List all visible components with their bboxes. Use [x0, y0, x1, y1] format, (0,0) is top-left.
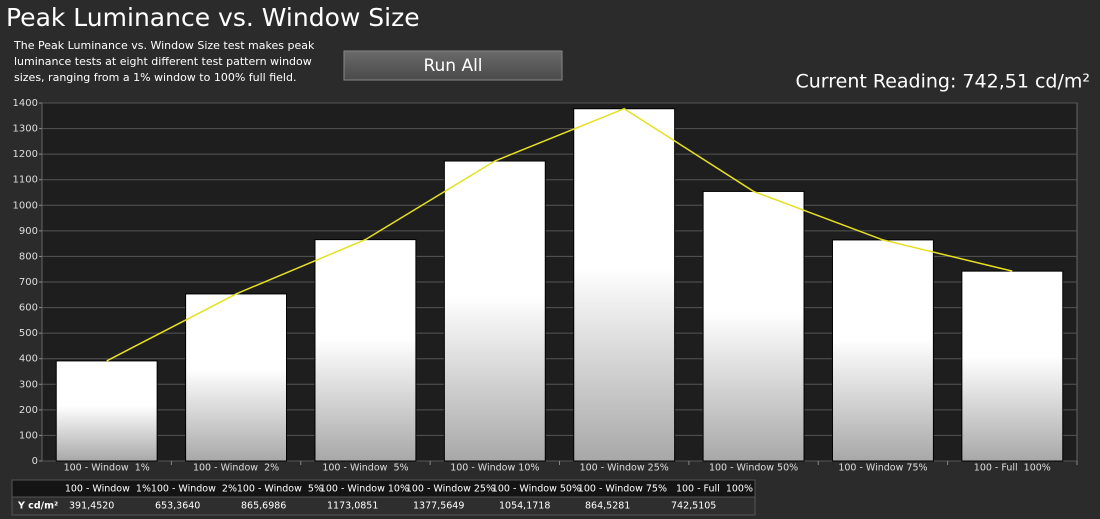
table-value-cell: 865,6986 — [241, 501, 286, 512]
bar — [314, 239, 417, 462]
current-reading: Current Reading: 742,51 cd/m² — [795, 71, 1090, 93]
table-value-cell: 391,4520 — [69, 501, 114, 512]
y-tick-label: 600 — [19, 303, 38, 314]
table-value-cell: 653,3640 — [155, 501, 200, 512]
table-header-cell: 100 - Window 2% — [151, 484, 237, 495]
y-tick-label: 900 — [19, 226, 38, 237]
x-tick-label: 100 - Window 5% — [322, 463, 408, 474]
description-line: luminance tests at eight different test … — [14, 55, 312, 68]
bar — [702, 190, 805, 462]
bar — [443, 160, 546, 462]
table-header-cell: 100 - Window 75% — [578, 484, 667, 495]
bar — [961, 270, 1064, 462]
table-row-label: Y cd/m² — [17, 501, 58, 512]
y-tick-label: 1200 — [13, 149, 38, 160]
y-tick-label: 100 — [19, 430, 38, 441]
table-header-cell: 100 - Window 50% — [492, 484, 581, 495]
y-tick-label: 1100 — [13, 175, 38, 186]
table-value-cell: 742,5105 — [671, 501, 716, 512]
bar — [185, 293, 288, 462]
description-line: The Peak Luminance vs. Window Size test … — [13, 39, 315, 52]
bar — [831, 239, 934, 462]
x-tick-label: 100 - Window 50% — [709, 463, 798, 474]
y-tick-label: 300 — [19, 379, 38, 390]
x-tick-label: 100 - Window 1% — [64, 463, 150, 474]
description-line: sizes, ranging from a 1% window to 100% … — [14, 71, 296, 84]
bar — [573, 108, 676, 462]
x-tick-label: 100 - Window 75% — [838, 463, 927, 474]
table-header-cell: 100 - Full 100% — [676, 484, 753, 495]
x-tick-label: 100 - Full 100% — [974, 463, 1051, 474]
table-value-cell: 1054,1718 — [499, 501, 550, 512]
button-label: Run All — [423, 56, 482, 76]
y-tick-label: 500 — [19, 328, 38, 339]
y-tick-label: 700 — [19, 277, 38, 288]
table-value-cell: 1173,0851 — [327, 501, 378, 512]
table-value-cell: 864,5281 — [585, 501, 630, 512]
plot: 0 100 200 300 400 500 600 700 800 900 1000 1100 1200… — [11, 98, 1078, 516]
y-tick-label: 0 — [32, 456, 38, 467]
table-value-cell: 1377,5649 — [413, 501, 464, 512]
x-tick-label: 100 - Window 2% — [193, 463, 279, 474]
y-tick-label: 200 — [19, 405, 38, 416]
bar — [55, 360, 158, 462]
x-tick-label: 100 - Window 10% — [450, 463, 539, 474]
run-all-button[interactable]: Run All — [343, 50, 563, 81]
button-bg — [343, 50, 563, 81]
y-tick-label: 800 — [19, 251, 38, 262]
table-header-cell: 100 - Window 25% — [406, 484, 495, 495]
table-header-cell: 100 - Window 5% — [237, 484, 323, 495]
y-tick-label: 1400 — [13, 98, 38, 109]
trend-line — [106, 107, 1013, 362]
y-tick-label: 400 — [19, 354, 38, 365]
y-tick-label: 1000 — [13, 200, 38, 211]
y-tick-label: 1300 — [13, 124, 38, 135]
x-tick-label: 100 - Window 25% — [580, 463, 669, 474]
title: Peak Luminance vs. Window Size — [6, 3, 420, 32]
table-row-bg — [11, 496, 756, 516]
table-header-cell: 100 - Window 10% — [320, 484, 409, 495]
table-header-cell: 100 - Window 1% — [65, 484, 151, 495]
